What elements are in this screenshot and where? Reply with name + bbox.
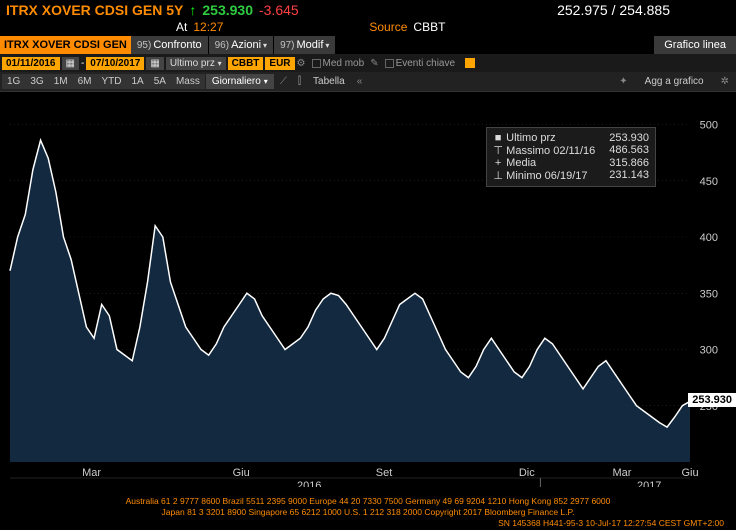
source-value: CBBT (413, 20, 445, 34)
azioni-button[interactable]: 96) Azioni (209, 36, 274, 54)
svg-text:400: 400 (700, 232, 718, 244)
chart-type-label[interactable]: Grafico linea (654, 36, 736, 54)
range-3g[interactable]: 3G (25, 74, 48, 89)
svg-text:Giu: Giu (233, 467, 250, 479)
toolbar-1: ITRX XOVER CDSI GEN 95) Confronto 96) Az… (0, 36, 736, 54)
footer: Australia 61 2 9777 8600 Brazil 5511 239… (0, 494, 736, 530)
time-value: 12:27 (193, 20, 223, 34)
header: ITRX XOVER CDSI GEN 5Y ↑ 253.930 -3.645 … (0, 0, 736, 20)
range-1m[interactable]: 1M (49, 74, 73, 89)
footer-line: Japan 81 3 3201 8900 Singapore 65 6212 1… (4, 507, 732, 518)
date-to-input[interactable]: 07/10/2017 (86, 57, 144, 70)
svg-text:300: 300 (700, 345, 718, 357)
range-6m[interactable]: 6M (73, 74, 97, 89)
medmob-checkbox[interactable]: Med mob (308, 57, 369, 70)
svg-text:Dic: Dic (519, 467, 535, 479)
svg-text:2016: 2016 (297, 480, 321, 487)
arrow-up-icon: ↑ (189, 2, 196, 18)
currency-button[interactable]: EUR (265, 57, 294, 70)
info-row: ■ Ultimo prz253.930 (493, 132, 649, 144)
toolbar-3: 1G3G1M6MYTD1A5AMass Giornaliero ⟋ ⫿ Tabe… (0, 72, 736, 92)
info-box: ■ Ultimo prz253.930⊤ Massimo 02/11/16486… (486, 127, 656, 187)
toolbar-2: 01/11/2016 ▦ - 07/10/2017 ▦ Ultimo prz C… (0, 54, 736, 72)
svg-text:450: 450 (700, 176, 718, 188)
frequency-dropdown[interactable]: Giornaliero (206, 74, 274, 89)
range-5a[interactable]: 5A (149, 74, 171, 89)
info-icon[interactable] (465, 58, 475, 68)
agg-button[interactable]: Agg a grafico (639, 74, 710, 89)
range-1g[interactable]: 1G (2, 74, 25, 89)
modif-button[interactable]: 97) Modif (274, 36, 336, 54)
date-picker-icon[interactable]: ▦ (146, 57, 163, 70)
svg-text:500: 500 (700, 120, 718, 132)
wand-icon[interactable]: ✦ (614, 74, 632, 89)
collapse-icon[interactable]: « (352, 74, 368, 89)
last-price: 253.930 (202, 2, 253, 18)
bid-ask: 252.975 / 254.885 (557, 2, 670, 18)
confronto-button[interactable]: 95) Confronto (131, 36, 209, 54)
info-row: ⊥ Minimo 06/19/17231.143 (493, 169, 649, 182)
chart-line-icon[interactable]: ⟋ (275, 74, 292, 89)
source-label: Source (369, 20, 407, 34)
subheader: At 12:27 Source CBBT (0, 20, 736, 36)
svg-text:Mar: Mar (613, 467, 632, 479)
chart-area[interactable]: 250300350400450500MarGiuSetDicMarGiu2016… (0, 92, 736, 487)
price-change: -3.645 (259, 2, 299, 18)
svg-text:Mar: Mar (82, 467, 101, 479)
ticker-name: ITRX XOVER CDSI GEN 5Y (6, 2, 183, 18)
footer-line: SN 145368 H441-95-3 10-Jul-17 12:27:54 C… (4, 518, 732, 529)
eventi-checkbox[interactable]: Eventi chiave (381, 57, 459, 70)
svg-text:350: 350 (700, 288, 718, 300)
info-row: + Media315.866 (493, 157, 649, 169)
info-row: ⊤ Massimo 02/11/16486.563 (493, 144, 649, 157)
source-button[interactable]: CBBT (228, 57, 264, 70)
chart-candle-icon[interactable]: ⫿ (293, 74, 306, 89)
at-label: At (176, 20, 187, 34)
svg-text:Giu: Giu (681, 467, 698, 479)
svg-text:2017: 2017 (637, 480, 661, 487)
svg-text:Set: Set (376, 467, 393, 479)
ultimo-dropdown[interactable]: Ultimo prz (166, 57, 226, 70)
gear-icon[interactable]: ✲ (716, 74, 734, 89)
range-mass[interactable]: Mass (171, 74, 205, 89)
ticker-short-box[interactable]: ITRX XOVER CDSI GEN (0, 36, 131, 54)
chevron-down-icon (325, 39, 329, 51)
range-ytd[interactable]: YTD (97, 74, 127, 89)
date-picker-icon[interactable]: ▦ (62, 57, 79, 70)
range-1a[interactable]: 1A (127, 74, 149, 89)
tabella-button[interactable]: Tabella (307, 74, 351, 89)
chevron-down-icon (263, 39, 267, 51)
date-from-input[interactable]: 01/11/2016 (2, 57, 60, 70)
footer-line: Australia 61 2 9777 8600 Brazil 5511 239… (4, 496, 732, 507)
last-price-tag: 253.930 (688, 393, 736, 407)
